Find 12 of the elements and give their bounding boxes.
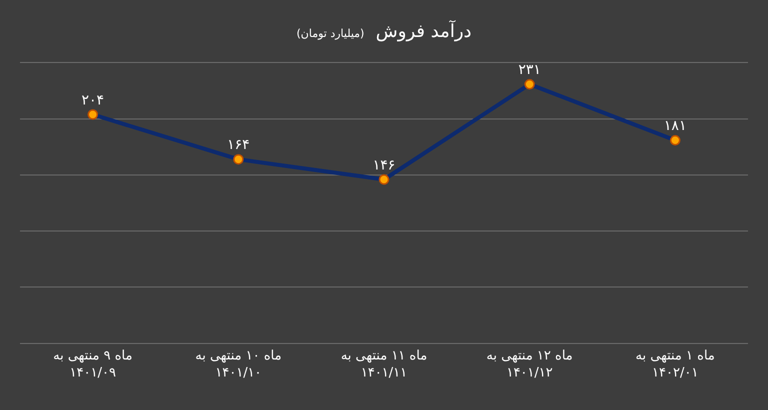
data-label: ۲۳۱ xyxy=(518,62,541,78)
chart-subtitle: (میلیارد تومان) xyxy=(296,27,364,40)
data-label: ۱۸۱ xyxy=(664,118,686,134)
x-tick-label: ماه ۱ منتهی به ۱۴۰۲/۰۱ xyxy=(636,348,715,380)
x-tick-label: ماه ۹ منتهی به ۱۴۰۱/۰۹ xyxy=(53,348,132,380)
data-label: ۱۶۴ xyxy=(227,137,250,154)
x-tick-label: ماه ۱۱ منتهی به ۱۴۰۱/۱۱ xyxy=(340,348,428,380)
x-tick-label: ماه ۱۲ منتهی به ۱۴۰۱/۱۲ xyxy=(486,348,573,380)
data-label: ۱۴۶ xyxy=(372,157,396,174)
chart-title: درآمد فروش xyxy=(376,21,472,42)
x-tick-label: ماه ۱۰ منتهی به ۱۴۰۱/۱۰ xyxy=(195,348,282,380)
data-label: ۲۰۴ xyxy=(82,92,104,108)
